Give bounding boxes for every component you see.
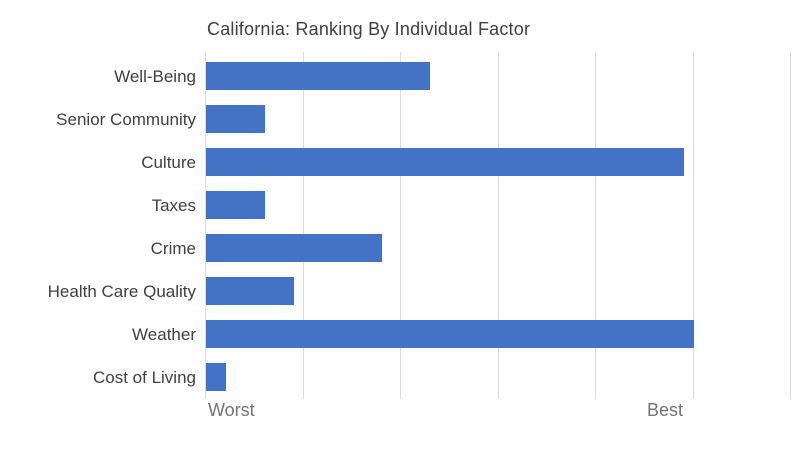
category-label: Health Care Quality <box>47 281 196 301</box>
x-axis-label-worst: Worst <box>208 400 255 420</box>
vertical-gridline <box>497 52 499 399</box>
vertical-gridline <box>205 52 206 399</box>
category-label: Culture <box>141 152 196 172</box>
chart-row: Well-Being <box>114 55 790 98</box>
chart-title: California: Ranking By Individual Factor <box>207 19 531 39</box>
chart-row: Cost of Living <box>93 356 790 399</box>
bar-well-being <box>206 62 431 90</box>
bar-culture <box>206 148 684 176</box>
category-label: Weather <box>132 324 196 344</box>
bar-cost-of-living <box>206 363 226 391</box>
vertical-gridline <box>595 52 596 399</box>
category-label: Well-Being <box>114 66 196 86</box>
bar-taxes <box>206 191 265 219</box>
bar-health-care-quality <box>206 277 294 305</box>
chart-row: Weather <box>132 313 790 356</box>
chart-row: Health Care Quality <box>48 270 790 313</box>
plot-area: Well-Being Senior Community Culture Taxes Cr… <box>48 52 791 399</box>
vertical-gridline <box>302 52 304 399</box>
bar-senior-community <box>206 105 265 133</box>
category-label: Taxes <box>151 195 196 215</box>
vertical-gridline <box>400 52 401 399</box>
category-label: Cost of Living <box>93 367 196 387</box>
chart-row: Senior Community <box>56 98 790 141</box>
chart-row: Crime <box>151 227 790 270</box>
vertical-gridline <box>692 52 694 399</box>
chart-row: Culture <box>141 141 790 184</box>
chart-row: Taxes <box>152 184 790 227</box>
x-axis-label-best: Best <box>647 400 684 420</box>
bar-crime <box>206 234 382 262</box>
category-label: Crime <box>150 238 196 258</box>
bar-weather <box>206 320 694 348</box>
category-label: Senior Community <box>56 109 196 129</box>
vertical-gridline <box>790 52 791 399</box>
